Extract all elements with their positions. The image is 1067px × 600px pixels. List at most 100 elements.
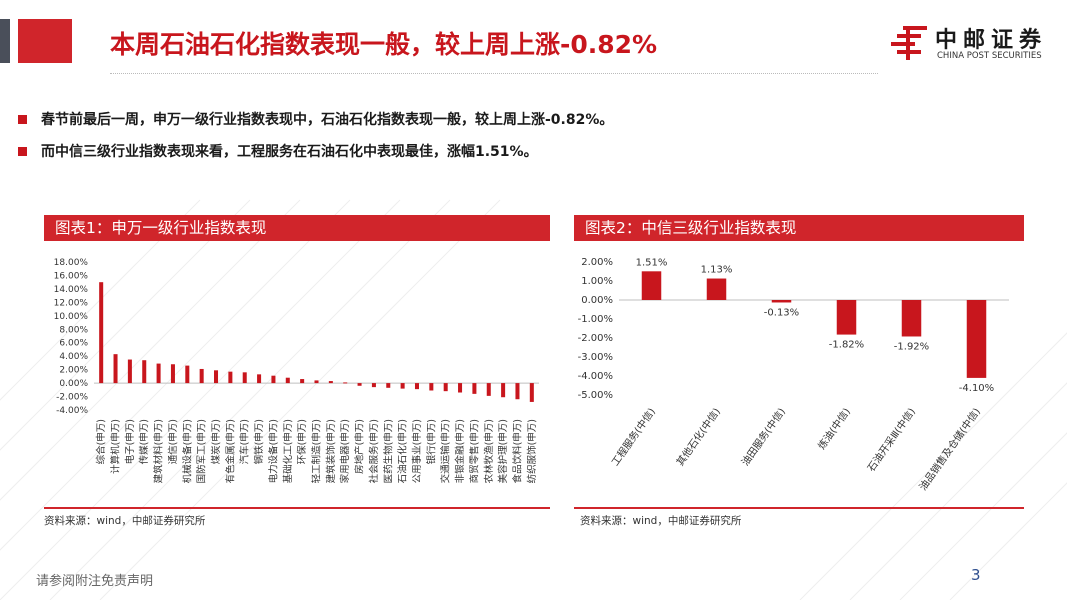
- category-label: 农林牧渔(申万): [483, 419, 495, 483]
- bar: [343, 382, 348, 384]
- chart-source-note: 资料来源：wind，中邮证券研究所: [44, 515, 206, 527]
- bar: [113, 354, 118, 384]
- bar: [214, 370, 219, 384]
- category-label: 美容护理(申万): [497, 419, 509, 483]
- header-dark-block: [0, 19, 10, 63]
- bar: [142, 360, 147, 384]
- category-label: 传媒(申万): [138, 419, 150, 464]
- data-label: -1.82%: [829, 340, 864, 351]
- bar: [501, 383, 506, 398]
- chart-left-svg: 18.00% 16.00% 14.00% 12.00% 10.00% 8.00% 6.00%…: [54, 258, 539, 483]
- category-label: 机械设备(申万): [181, 419, 193, 483]
- panel-footer-rule: [574, 507, 1024, 509]
- category-label: 石油开采Ⅲ(中信): [864, 405, 918, 474]
- logo-mark-icon: [891, 26, 927, 60]
- y-tick-label: 2.00%: [59, 366, 88, 376]
- bullet-list: 春节前最后一周，申万一级行业指数表现中，石油石化指数表现一般，较上周上涨-0.8…: [18, 110, 613, 174]
- y-tick-label: 18.00%: [54, 258, 89, 268]
- chart-panel-left: 图表1：申万一级行业指数表现 18.00% 16.00% 14.00% 12.00% 1…: [44, 215, 550, 535]
- category-label: 房地产(申万): [354, 419, 366, 474]
- y-tick-label: 14.00%: [54, 285, 89, 295]
- bar: [257, 374, 262, 384]
- bullet-square-icon: [18, 146, 27, 156]
- bullet-item: 而中信三级行业指数表现来看，工程服务在石油石化中表现最佳，涨幅1.51%。: [18, 142, 613, 160]
- bar: [371, 383, 376, 388]
- page-title: 本周石油石化指数表现一般，较上周上涨-0.82%: [110, 30, 658, 59]
- bar: [328, 381, 333, 384]
- category-label: 电子(申万): [124, 419, 136, 464]
- bar: [314, 380, 319, 384]
- data-label: 1.13%: [701, 265, 733, 276]
- bar: [300, 379, 305, 384]
- chart-source-note: 资料来源：wind，中邮证券研究所: [580, 515, 742, 527]
- y-tick-label: 10.00%: [54, 312, 89, 322]
- category-label: 计算机(申万): [110, 419, 122, 474]
- category-label: 食品饮料(申万): [511, 419, 523, 483]
- chart-right-svg: 2.00% 1.00% 0.00% -1.00% -2.00% -3.00% -4.00% -…: [578, 257, 1009, 493]
- y-tick-label: -1.00%: [578, 314, 613, 325]
- bullet-square-icon: [18, 114, 27, 124]
- category-label: 社会服务(申万): [368, 419, 380, 483]
- chart-panel-title: 图表2：中信三级行业指数表现: [574, 215, 1024, 241]
- bar: [285, 377, 290, 384]
- bar: [966, 300, 987, 378]
- category-label: 钢铁(申万): [253, 419, 265, 464]
- bar: [529, 383, 534, 402]
- data-label: -0.13%: [764, 307, 799, 318]
- category-label: 建筑装饰(申万): [325, 419, 337, 483]
- category-label: 电力设备(申万): [267, 419, 279, 483]
- bullet-text: 而中信三级行业指数表现来看，工程服务在石油石化中表现最佳，涨幅1.51%。: [41, 144, 538, 160]
- category-label: 有色金属(申万): [224, 419, 236, 483]
- bar: [458, 383, 463, 393]
- category-label: 油田服务(中信): [738, 405, 788, 468]
- y-tick-label: -2.00%: [578, 333, 613, 344]
- category-label: 石油石化(申万): [397, 419, 409, 483]
- category-label: 综合(申万): [95, 419, 107, 464]
- chart-panel-right: 图表2：中信三级行业指数表现 2.00% 1.00% 0.00% -1.00% -2.0…: [574, 215, 1024, 535]
- bar: [228, 371, 233, 384]
- category-label: 基础化工(申万): [282, 419, 294, 483]
- bar: [199, 368, 204, 384]
- category-label: 商贸零售(申万): [468, 419, 480, 483]
- category-label: 医药生物(申万): [382, 419, 394, 483]
- category-label: 纺织服饰(申万): [526, 419, 538, 483]
- y-tick-label: -4.00%: [578, 371, 613, 382]
- bar: [641, 271, 662, 300]
- category-label: 环保(申万): [296, 419, 308, 464]
- bar: [99, 282, 104, 384]
- category-label: 工程服务(中信): [608, 405, 658, 468]
- data-label: -1.92%: [894, 341, 929, 352]
- y-tick-label: -2.00%: [56, 393, 88, 403]
- bar: [515, 383, 520, 400]
- bar: [271, 375, 276, 384]
- bar: [901, 300, 922, 337]
- data-label: 1.51%: [636, 257, 668, 268]
- bullet-text: 春节前最后一周，申万一级行业指数表现中，石油石化指数表现一般，较上周上涨-0.8…: [41, 112, 614, 128]
- logo-cn-text: 中邮证券: [935, 28, 1048, 53]
- category-label: 银行(申万): [425, 419, 437, 464]
- bar: [443, 383, 448, 392]
- y-tick-label: 12.00%: [54, 298, 89, 308]
- company-logo: 中邮证券 CHINA POST SECURITIES: [889, 22, 1054, 64]
- background-decoration: [0, 199, 1067, 600]
- y-tick-label: 1.00%: [581, 276, 613, 287]
- category-label: 建筑材料(申万): [153, 419, 165, 483]
- y-tick-label: 2.00%: [581, 257, 613, 268]
- category-label: 家用电器(申万): [339, 419, 351, 483]
- bar: [242, 372, 247, 384]
- category-label: 汽车(申万): [239, 419, 251, 464]
- bar: [156, 363, 161, 384]
- y-tick-label: 6.00%: [59, 339, 88, 349]
- logo-en-text: CHINA POST SECURITIES: [937, 51, 1042, 61]
- panel-footer-rule: [44, 507, 550, 509]
- bar: [706, 278, 727, 300]
- category-label: 通信(申万): [167, 419, 179, 464]
- bar: [127, 359, 132, 384]
- category-label: 交通运输(申万): [440, 419, 452, 483]
- bar: [429, 383, 434, 391]
- y-tick-label: -3.00%: [578, 352, 613, 363]
- bullet-item: 春节前最后一周，申万一级行业指数表现中，石油石化指数表现一般，较上周上涨-0.8…: [18, 110, 613, 128]
- data-label: -4.10%: [959, 383, 994, 394]
- category-label: 油品销售及仓储(中信): [916, 405, 983, 493]
- y-tick-label: 4.00%: [59, 352, 88, 362]
